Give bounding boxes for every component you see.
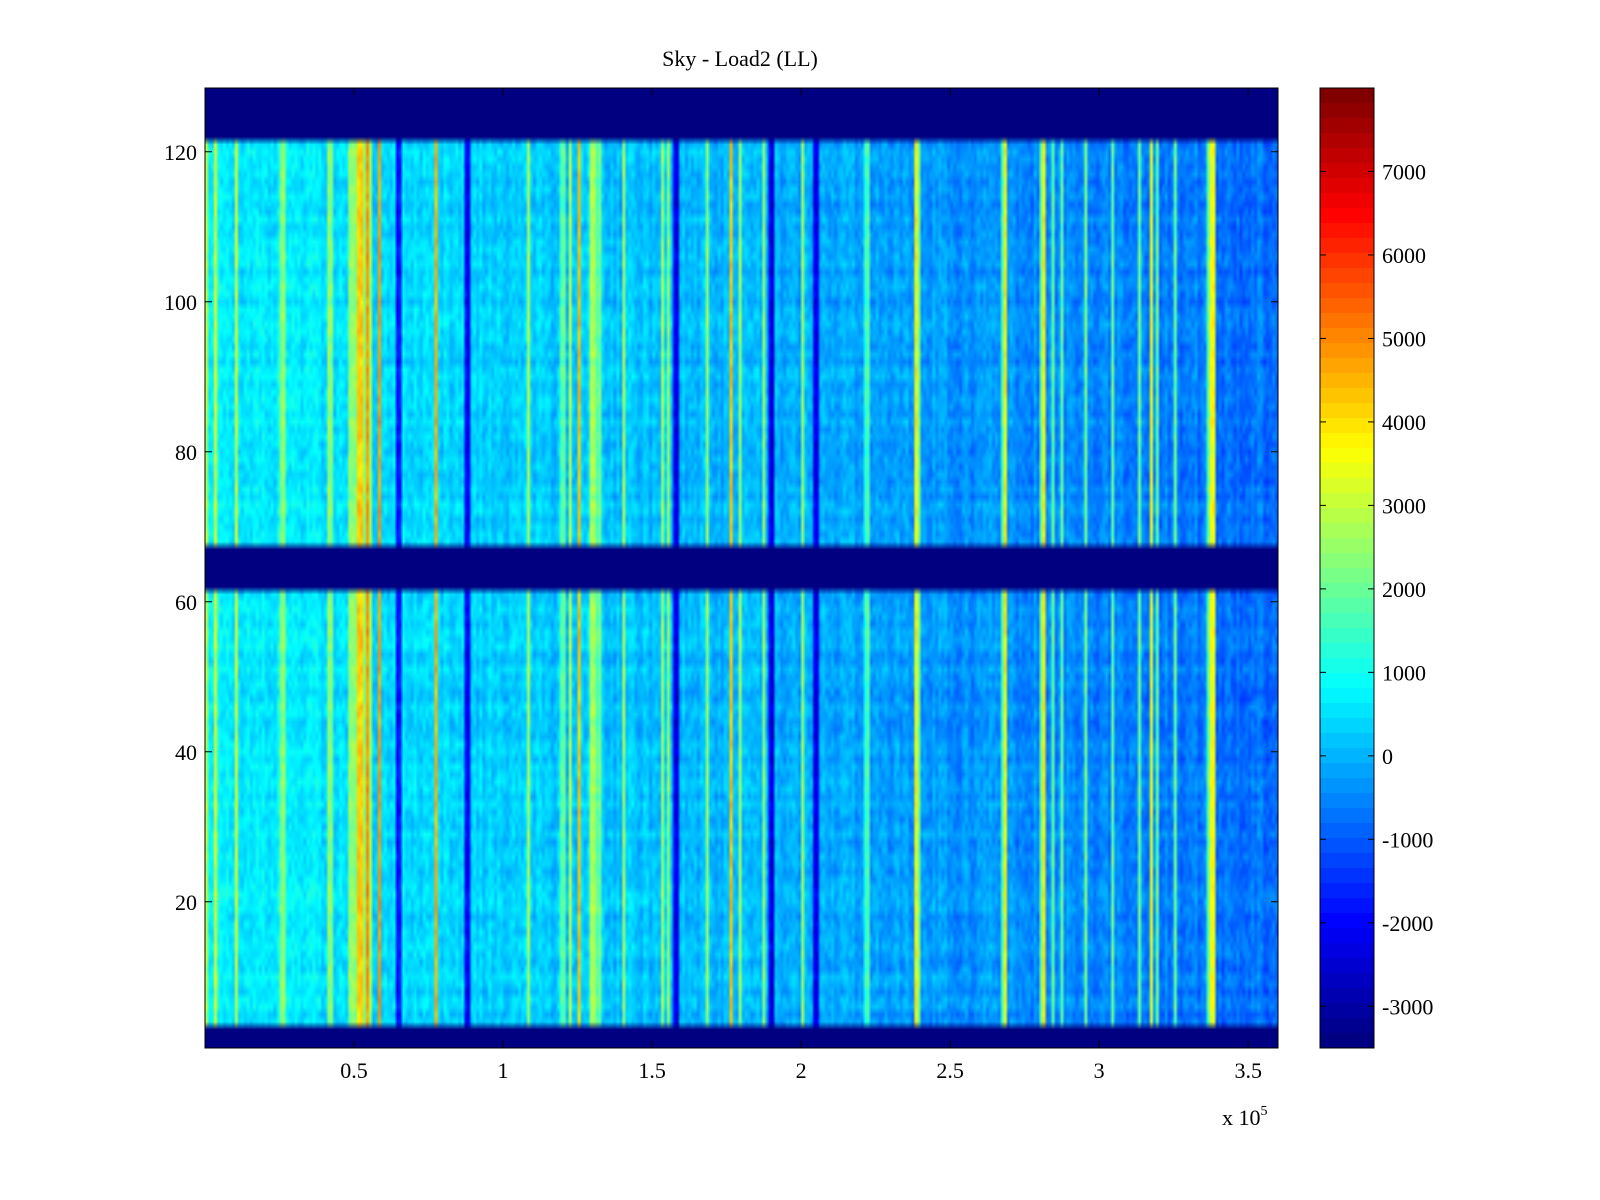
x-axis: 0.5 1 1.5 2 2.5 3 3.5 — [340, 88, 1262, 1083]
x-multiplier-exponent: 5 — [1261, 1104, 1268, 1119]
y-tick-label: 100 — [164, 290, 197, 315]
colorbar-frame — [1319, 87, 1375, 1049]
colorbar-tick-label: -3000 — [1382, 994, 1433, 1019]
y-axis: 20 40 60 80 100 120 — [164, 140, 1278, 915]
x-tick-label: 1.5 — [638, 1058, 666, 1083]
y-tick-label: 80 — [175, 440, 197, 465]
colorbar-tick-label: 5000 — [1382, 326, 1426, 351]
colorbar-tick-label: 2000 — [1382, 577, 1426, 602]
colorbar-tick-label: 7000 — [1382, 159, 1426, 184]
colorbar-gradient — [1320, 88, 1374, 1048]
colorbar-tick-label: 0 — [1382, 744, 1393, 769]
colorbar-tick-label: 4000 — [1382, 410, 1426, 435]
x-tick-label: 2 — [796, 1058, 807, 1083]
chart-title: Sky - Load2 (LL) — [662, 46, 818, 71]
colorbar-tick-label: 3000 — [1382, 493, 1426, 518]
colorbar-tick-label: 6000 — [1382, 243, 1426, 268]
colorbar: -3000 -2000 -1000 0 1000 2000 3000 4000 5000 6000… — [1319, 87, 1433, 1049]
y-tick-label: 40 — [175, 740, 197, 765]
colorbar-ticks: -3000 -2000 -1000 0 1000 2000 3000 4000 5000 6000… — [1320, 159, 1433, 1019]
plot-frame — [204, 87, 1279, 1049]
heatmap-image — [205, 88, 1278, 1048]
colorbar-tick-label: 1000 — [1382, 660, 1426, 685]
heatmap-area — [205, 88, 1278, 1048]
x-multiplier-label: x 105 — [1222, 1104, 1268, 1130]
x-tick-label: 1 — [498, 1058, 509, 1083]
y-tick-label: 120 — [164, 140, 197, 165]
y-tick-label: 60 — [175, 590, 197, 615]
x-tick-label: 3.5 — [1234, 1058, 1262, 1083]
y-tick-label: 20 — [175, 890, 197, 915]
x-tick-label: 3 — [1094, 1058, 1105, 1083]
x-tick-label: 2.5 — [936, 1058, 964, 1083]
x-tick-label: 0.5 — [340, 1058, 368, 1083]
colorbar-tick-label: -2000 — [1382, 911, 1433, 936]
x-multiplier-base: x 10 — [1222, 1105, 1261, 1130]
colorbar-tick-label: -1000 — [1382, 827, 1433, 852]
